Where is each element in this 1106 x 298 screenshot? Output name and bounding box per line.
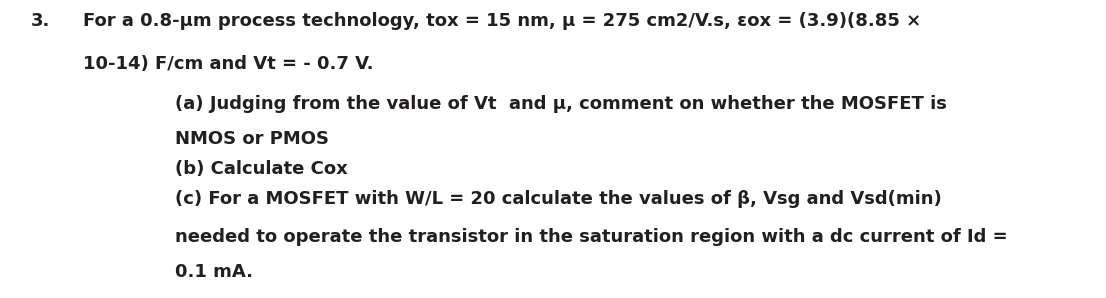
Text: (c) For a MOSFET with W/L = 20 calculate the values of β, Vsg and Vsd(min): (c) For a MOSFET with W/L = 20 calculate… [175, 190, 941, 208]
Text: (b) Calculate Cox: (b) Calculate Cox [175, 160, 347, 178]
Text: 10-14) F/cm and Vt = - 0.7 V.: 10-14) F/cm and Vt = - 0.7 V. [83, 55, 374, 73]
Text: NMOS or PMOS: NMOS or PMOS [175, 130, 328, 148]
Text: needed to operate the transistor in the saturation region with a dc current of I: needed to operate the transistor in the … [175, 228, 1008, 246]
Text: 0.1 mA.: 0.1 mA. [175, 263, 253, 281]
Text: (a) Judging from the value of Vt  and μ, comment on whether the MOSFET is: (a) Judging from the value of Vt and μ, … [175, 95, 947, 113]
Text: For a 0.8-μm process technology, tox = 15 nm, μ = 275 cm2/V.s, εox = (3.9)(8.85 : For a 0.8-μm process technology, tox = 1… [83, 12, 921, 30]
Text: 3.: 3. [31, 12, 51, 30]
